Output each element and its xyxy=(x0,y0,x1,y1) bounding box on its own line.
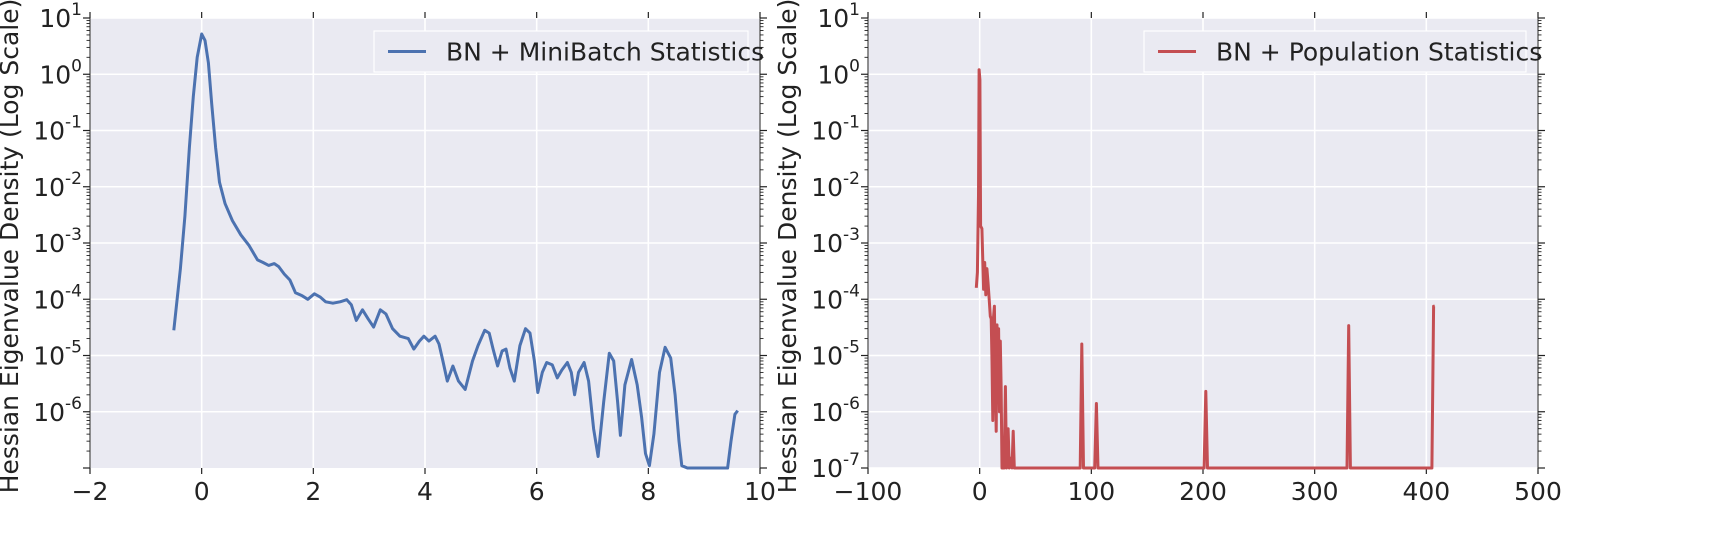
x-tick-label: 300 xyxy=(1291,477,1339,506)
y-tick-label: 100 xyxy=(39,56,82,89)
y-tick-label: 101 xyxy=(817,0,860,33)
y-tick-label: 101 xyxy=(39,0,82,33)
x-tick-label: 8 xyxy=(640,477,656,506)
y-tick-label: 100 xyxy=(817,56,860,89)
legend-box xyxy=(1143,30,1527,73)
x-tick-label: 4 xyxy=(417,477,433,506)
y-tick-label: 10-7 xyxy=(811,450,860,483)
x-tick-label: 200 xyxy=(1179,477,1227,506)
y-tick-label: 10-1 xyxy=(811,113,860,146)
y-tick-label: 10-1 xyxy=(33,113,82,146)
legend-label: BN + MiniBatch Statistics xyxy=(446,38,764,67)
chart-left-minibatch: −2 0 2 4 6 8 10 101 100 10-1 10-2 10-3 10-4 10-5 10-6 H… xyxy=(0,0,776,506)
y-tick-label: 10-3 xyxy=(33,225,82,258)
x-tick-label: 6 xyxy=(529,477,545,506)
ticks xyxy=(83,12,767,474)
y-tick-label: 10-2 xyxy=(811,169,860,202)
x-tick-label: 2 xyxy=(305,477,321,506)
y-tick-label: 10-4 xyxy=(811,281,860,314)
legend-label: BN + Population Statistics xyxy=(1216,38,1542,67)
x-tick-label: 10 xyxy=(744,477,776,506)
series-line xyxy=(974,68,1436,470)
y-tick-label: 10-5 xyxy=(811,338,860,371)
x-tick-label: −2 xyxy=(72,477,109,506)
y-tick-label: 10-6 xyxy=(811,394,860,427)
legend-box xyxy=(373,30,749,73)
chart-right-population: −100 0 100 200 300 400 500 101 100 10-1 10-2 10-3 10… xyxy=(773,0,1562,506)
x-tick-label: 0 xyxy=(972,477,988,506)
series-line xyxy=(172,32,739,470)
y-tick-label: 10-6 xyxy=(33,394,82,427)
x-tick-label: 100 xyxy=(1067,477,1115,506)
ticks xyxy=(861,12,1545,474)
legend: BN + MiniBatch Statistics xyxy=(373,30,764,73)
legend: BN + Population Statistics xyxy=(1143,30,1542,73)
x-tick-label: 400 xyxy=(1402,477,1450,506)
y-axis-label: Hessian Eigenvalue Density (Log Scale) xyxy=(773,0,802,493)
y-tick-label: 10-3 xyxy=(811,225,860,258)
y-tick-label: 10-2 xyxy=(33,169,82,202)
y-tick-label: 10-4 xyxy=(33,281,82,314)
y-axis-label: Hessian Eigenvalue Density (Log Scale) xyxy=(0,0,24,493)
x-tick-label: 0 xyxy=(194,477,210,506)
x-tick-label: 500 xyxy=(1514,477,1562,506)
y-tick-label: 10-5 xyxy=(33,338,82,371)
x-tick-label: −100 xyxy=(834,477,903,506)
